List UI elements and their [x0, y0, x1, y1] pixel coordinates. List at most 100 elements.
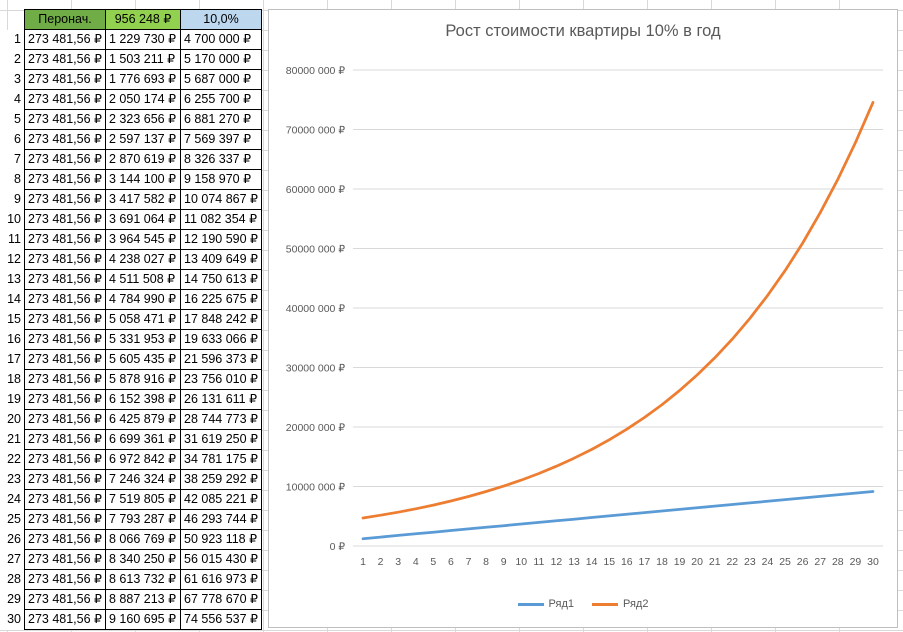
apartment-price-cell[interactable]: 13 409 649 ₽	[180, 249, 262, 270]
initial-payment-cell[interactable]: 273 481,56 ₽	[24, 389, 106, 410]
apartment-price-cell[interactable]: 21 596 373 ₽	[180, 349, 262, 370]
initial-payment-cell[interactable]: 273 481,56 ₽	[24, 69, 106, 90]
series-line-2[interactable]	[361, 101, 875, 520]
accumulated-cell[interactable]: 4 784 990 ₽	[105, 289, 181, 310]
initial-payment-cell[interactable]: 273 481,56 ₽	[24, 249, 106, 270]
apartment-price-cell[interactable]: 50 923 118 ₽	[180, 529, 262, 550]
initial-payment-cell[interactable]: 273 481,56 ₽	[24, 149, 106, 170]
accumulated-cell[interactable]: 1 229 730 ₽	[105, 29, 181, 50]
initial-payment-cell[interactable]: 273 481,56 ₽	[24, 169, 106, 190]
initial-payment-cell[interactable]: 273 481,56 ₽	[24, 309, 106, 330]
apartment-price-cell[interactable]: 28 744 773 ₽	[180, 409, 262, 430]
apartment-price-cell[interactable]: 14 750 613 ₽	[180, 269, 262, 290]
initial-payment-cell[interactable]: 273 481,56 ₽	[24, 89, 106, 110]
initial-payment-cell[interactable]: 273 481,56 ₽	[24, 449, 106, 470]
accumulated-cell[interactable]: 4 238 027 ₽	[105, 249, 181, 270]
header-payment-cell[interactable]: 956 248 ₽	[105, 9, 181, 30]
initial-payment-cell[interactable]: 273 481,56 ₽	[24, 209, 106, 230]
initial-payment-cell[interactable]: 273 481,56 ₽	[24, 329, 106, 350]
accumulated-cell[interactable]: 4 511 508 ₽	[105, 269, 181, 290]
accumulated-cell[interactable]: 2 050 174 ₽	[105, 89, 181, 110]
accumulated-cell[interactable]: 2 323 656 ₽	[105, 109, 181, 130]
accumulated-cell[interactable]: 6 152 398 ₽	[105, 389, 181, 410]
initial-payment-cell[interactable]: 273 481,56 ₽	[24, 289, 106, 310]
row-number: 6	[0, 129, 25, 150]
apartment-price-cell[interactable]: 67 778 670 ₽	[180, 589, 262, 610]
apartment-price-cell[interactable]: 19 633 066 ₽	[180, 329, 262, 350]
apartment-price-cell[interactable]: 46 293 744 ₽	[180, 509, 262, 530]
row-number: 21	[0, 429, 25, 450]
accumulated-cell[interactable]: 9 160 695 ₽	[105, 609, 181, 630]
initial-payment-cell[interactable]: 273 481,56 ₽	[24, 489, 106, 510]
initial-payment-cell[interactable]: 273 481,56 ₽	[24, 109, 106, 130]
accumulated-cell[interactable]: 8 613 732 ₽	[105, 569, 181, 590]
initial-payment-cell[interactable]: 273 481,56 ₽	[24, 469, 106, 490]
accumulated-cell[interactable]: 8 887 213 ₽	[105, 589, 181, 610]
accumulated-cell[interactable]: 5 331 953 ₽	[105, 329, 181, 350]
apartment-price-cell[interactable]: 56 015 430 ₽	[180, 549, 262, 570]
apartment-price-cell[interactable]: 6 881 270 ₽	[180, 109, 262, 130]
apartment-price-cell[interactable]: 12 190 590 ₽	[180, 229, 262, 250]
apartment-price-cell[interactable]: 16 225 675 ₽	[180, 289, 262, 310]
accumulated-cell[interactable]: 1 776 693 ₽	[105, 69, 181, 90]
initial-payment-cell[interactable]: 273 481,56 ₽	[24, 29, 106, 50]
initial-payment-cell[interactable]: 273 481,56 ₽	[24, 369, 106, 390]
apartment-price-cell[interactable]: 4 700 000 ₽	[180, 29, 262, 50]
initial-payment-cell[interactable]: 273 481,56 ₽	[24, 509, 106, 530]
apartment-price-cell[interactable]: 74 556 537 ₽	[180, 609, 262, 630]
apartment-price-cell[interactable]: 7 569 397 ₽	[180, 129, 262, 150]
accumulated-cell[interactable]: 8 066 769 ₽	[105, 529, 181, 550]
apartment-price-cell[interactable]: 34 781 175 ₽	[180, 449, 262, 470]
accumulated-cell[interactable]: 8 340 250 ₽	[105, 549, 181, 570]
initial-payment-cell[interactable]: 273 481,56 ₽	[24, 189, 106, 210]
apartment-price-cell[interactable]: 61 616 973 ₽	[180, 569, 262, 590]
apartment-price-cell[interactable]: 10 074 867 ₽	[180, 189, 262, 210]
initial-payment-cell[interactable]: 273 481,56 ₽	[24, 589, 106, 610]
apartment-price-cell[interactable]: 5 687 000 ₽	[180, 69, 262, 90]
apartment-price-cell[interactable]: 8 326 337 ₽	[180, 149, 262, 170]
accumulated-cell[interactable]: 6 425 879 ₽	[105, 409, 181, 430]
chart-area[interactable]: Рост стоимости квартиры 10% в год 0 ₽ 100…	[268, 9, 898, 628]
initial-payment-cell[interactable]: 273 481,56 ₽	[24, 529, 106, 550]
apartment-price-cell[interactable]: 38 259 292 ₽	[180, 469, 262, 490]
initial-payment-cell[interactable]: 273 481,56 ₽	[24, 569, 106, 590]
apartment-price-cell[interactable]: 5 170 000 ₽	[180, 49, 262, 70]
accumulated-cell[interactable]: 7 519 805 ₽	[105, 489, 181, 510]
initial-payment-cell[interactable]: 273 481,56 ₽	[24, 129, 106, 150]
initial-payment-cell[interactable]: 273 481,56 ₽	[24, 229, 106, 250]
initial-payment-cell[interactable]: 273 481,56 ₽	[24, 609, 106, 630]
accumulated-cell[interactable]: 2 870 619 ₽	[105, 149, 181, 170]
initial-payment-cell[interactable]: 273 481,56 ₽	[24, 269, 106, 290]
apartment-price-cell[interactable]: 6 255 700 ₽	[180, 89, 262, 110]
accumulated-cell[interactable]: 5 605 435 ₽	[105, 349, 181, 370]
accumulated-cell[interactable]: 7 246 324 ₽	[105, 469, 181, 490]
accumulated-cell[interactable]: 3 417 582 ₽	[105, 189, 181, 210]
accumulated-cell[interactable]: 6 699 361 ₽	[105, 429, 181, 450]
x-tick-label: 10	[515, 556, 527, 568]
accumulated-cell[interactable]: 3 964 545 ₽	[105, 229, 181, 250]
initial-payment-cell[interactable]: 273 481,56 ₽	[24, 49, 106, 70]
initial-payment-cell[interactable]: 273 481,56 ₽	[24, 429, 106, 450]
accumulated-cell[interactable]: 7 793 287 ₽	[105, 509, 181, 530]
accumulated-cell[interactable]: 5 878 916 ₽	[105, 369, 181, 390]
accumulated-cell[interactable]: 1 503 211 ₽	[105, 49, 181, 70]
apartment-price-cell[interactable]: 23 756 010 ₽	[180, 369, 262, 390]
initial-payment-cell[interactable]: 273 481,56 ₽	[24, 349, 106, 370]
apartment-price-cell[interactable]: 11 082 354 ₽	[180, 209, 262, 230]
apartment-price-cell[interactable]: 26 131 611 ₽	[180, 389, 262, 410]
header-initial-cell[interactable]: Перонач.	[24, 9, 106, 30]
accumulated-cell[interactable]: 3 144 100 ₽	[105, 169, 181, 190]
initial-payment-cell[interactable]: 273 481,56 ₽	[24, 549, 106, 570]
series-line-1[interactable]	[361, 490, 875, 541]
apartment-price-cell[interactable]: 42 085 221 ₽	[180, 489, 262, 510]
accumulated-cell[interactable]: 2 597 137 ₽	[105, 129, 181, 150]
apartment-price-cell[interactable]: 17 848 242 ₽	[180, 309, 262, 330]
accumulated-cell[interactable]: 5 058 471 ₽	[105, 309, 181, 330]
apartment-price-cell[interactable]: 31 619 250 ₽	[180, 429, 262, 450]
header-rate-cell[interactable]: 10,0%	[180, 9, 262, 30]
table-row: 16 273 481,56 ₽5 331 953 ₽19 633 066 ₽	[0, 329, 262, 350]
apartment-price-cell[interactable]: 9 158 970 ₽	[180, 169, 262, 190]
accumulated-cell[interactable]: 6 972 842 ₽	[105, 449, 181, 470]
initial-payment-cell[interactable]: 273 481,56 ₽	[24, 409, 106, 430]
accumulated-cell[interactable]: 3 691 064 ₽	[105, 209, 181, 230]
